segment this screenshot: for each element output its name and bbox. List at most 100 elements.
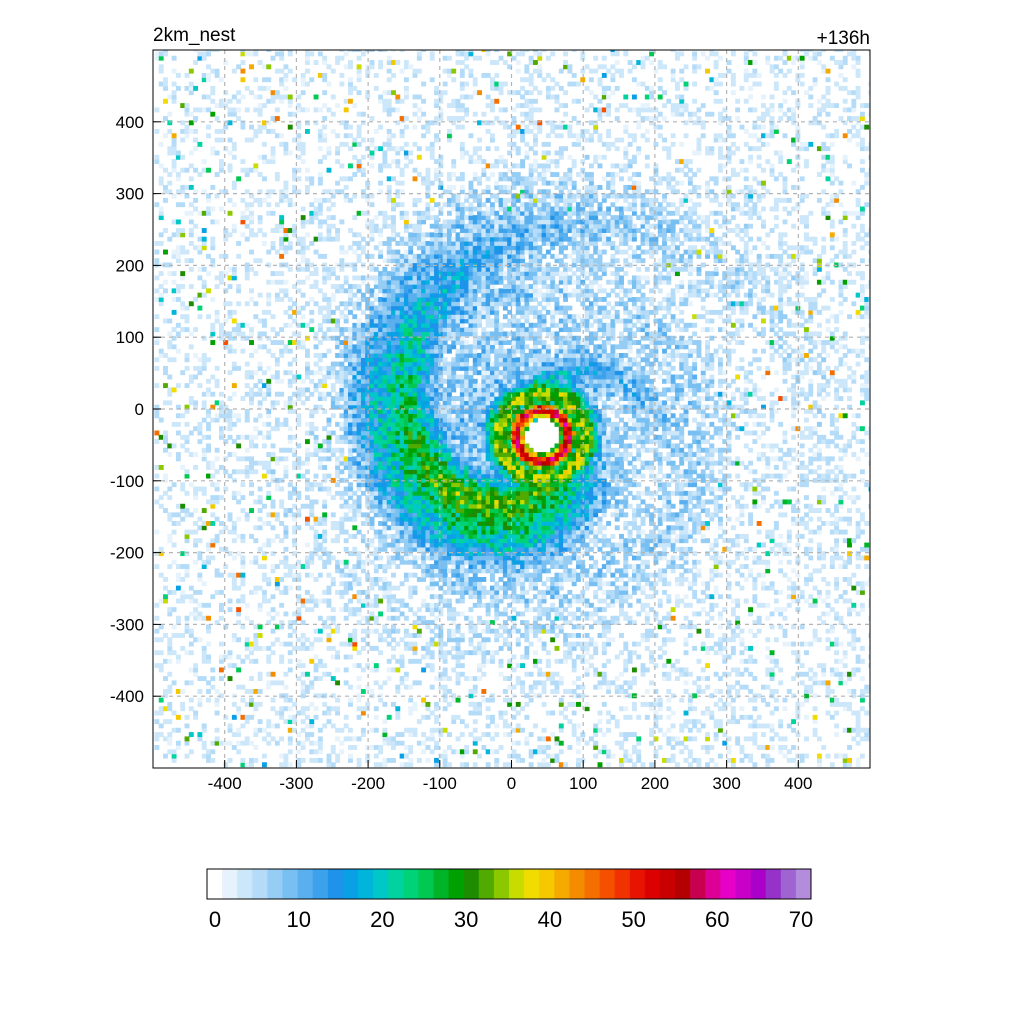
field-cell (283, 262, 289, 268)
field-cell (442, 762, 448, 768)
field-cell (451, 460, 457, 466)
field-cell (455, 486, 461, 492)
field-cell (313, 521, 319, 526)
field-cell (455, 551, 461, 557)
field-cell (218, 279, 224, 285)
field-cell (451, 159, 457, 165)
field-cell (240, 559, 246, 565)
field-cell (421, 305, 427, 311)
field-cell (434, 223, 439, 229)
field-cell (214, 482, 220, 488)
field-cell (253, 745, 259, 750)
field-cell (163, 98, 168, 104)
field-cell (399, 146, 405, 152)
field-cell (434, 417, 439, 423)
field-cell (391, 607, 396, 613)
field-cell (399, 602, 405, 608)
field-cell (365, 404, 371, 410)
field-cell (339, 439, 345, 445)
field-cell (214, 72, 220, 78)
field-cell (305, 374, 310, 380)
field-cell (416, 577, 422, 582)
field-cell (399, 409, 405, 414)
field-cell (356, 736, 362, 742)
field-cell (283, 64, 289, 70)
field-cell (429, 348, 435, 354)
field-cell (373, 417, 379, 423)
field-cell (322, 465, 328, 470)
field-cell (253, 555, 259, 561)
field-cell (416, 50, 422, 53)
field-cell (309, 658, 315, 664)
field-cell (378, 495, 384, 501)
field-cell (442, 90, 448, 96)
field-cell (309, 378, 315, 384)
field-cell (446, 219, 452, 225)
field-cell (339, 340, 345, 345)
field-cell (317, 516, 323, 522)
field-cell (175, 430, 181, 436)
field-cell (330, 94, 336, 100)
field-cell (313, 215, 319, 221)
field-cell (330, 396, 336, 401)
field-cell (266, 421, 272, 427)
field-cell (305, 589, 310, 595)
field-cell (455, 296, 461, 302)
field-cell (326, 633, 332, 638)
field-cell (223, 120, 229, 126)
field-cell (412, 124, 418, 130)
field-cell (171, 521, 177, 526)
field-cell (399, 559, 405, 565)
field-cell (360, 421, 366, 427)
field-cell (171, 512, 177, 518)
field-cell (352, 607, 358, 613)
field-cell (300, 719, 306, 725)
field-cell (296, 490, 302, 496)
field-cell (373, 421, 379, 427)
field-cell (395, 456, 401, 462)
field-cell (391, 219, 396, 225)
field-cell (317, 465, 323, 470)
field-cell (429, 353, 435, 358)
field-cell (270, 650, 276, 656)
field-cell (416, 365, 422, 371)
field-cell (451, 223, 457, 229)
field-cell (395, 740, 401, 746)
field-cell (261, 141, 267, 147)
field-cell (369, 154, 375, 160)
field-cell (403, 77, 409, 83)
field-cell (416, 486, 422, 492)
field-cell (300, 757, 306, 763)
field-cell (446, 223, 452, 229)
field-cell (391, 486, 396, 492)
field-cell (231, 383, 237, 389)
field-cell (167, 271, 173, 277)
field-cell (184, 167, 190, 173)
field-cell (300, 292, 306, 298)
field-cell (425, 430, 431, 436)
field-cell (197, 245, 203, 251)
field-cell (270, 327, 276, 333)
field-cell (403, 271, 409, 277)
field-cell (369, 327, 375, 333)
field-cell (399, 361, 405, 367)
field-cell (339, 288, 345, 294)
field-cell (300, 150, 306, 156)
field-cell (274, 417, 280, 423)
field-cell (408, 374, 414, 380)
field-cell (391, 572, 396, 578)
field-cell (421, 98, 427, 104)
field-cell (429, 456, 435, 462)
field-cell (154, 430, 160, 436)
field-cell (438, 456, 444, 462)
field-cell (249, 456, 254, 462)
field-cell (343, 365, 349, 371)
field-cell (317, 327, 323, 333)
field-cell (408, 482, 414, 488)
field-cell (352, 628, 358, 634)
field-cell (279, 271, 285, 277)
field-cell (438, 564, 444, 569)
field-cell (231, 701, 237, 707)
field-cell (429, 525, 435, 531)
field-cell (330, 327, 336, 333)
